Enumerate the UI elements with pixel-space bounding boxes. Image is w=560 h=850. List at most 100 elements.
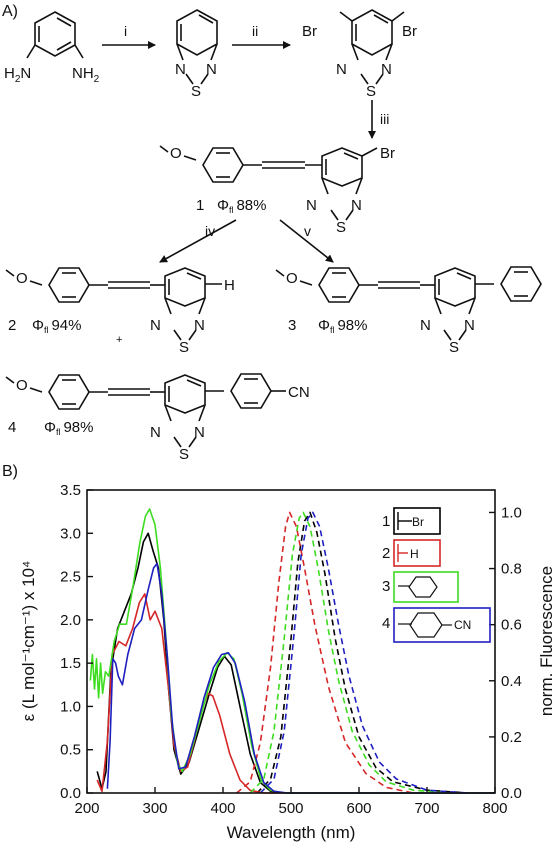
plot-curves xyxy=(89,508,495,794)
svg-text:CN: CN xyxy=(288,384,310,401)
svg-text:CN: CN xyxy=(454,618,471,632)
compound-1-number: 1 xyxy=(196,197,204,214)
fluorescence-line-compound-4 xyxy=(259,511,468,794)
y-tick-label-left: 2.0 xyxy=(60,612,81,629)
x-tick-label: 200 xyxy=(74,800,99,817)
x-tick-label: 300 xyxy=(142,800,167,817)
y-tick-label-left: 1.0 xyxy=(60,698,81,715)
step-label-iv: iv xyxy=(205,223,215,239)
axis-ticks: 200 300 400 500 600 700 8000.00.51.01.52.02.53… xyxy=(60,482,522,817)
fluorescence-line-compound-3 xyxy=(249,511,448,794)
svg-text:S: S xyxy=(449,339,459,356)
y-tick-label-right: 0.4 xyxy=(501,673,522,690)
svg-text:NH2: NH2 xyxy=(72,65,100,85)
absorption-line-compound-2 xyxy=(96,593,495,794)
svg-text:O: O xyxy=(170,145,182,162)
step-label-ii: ii xyxy=(252,23,258,39)
y-tick-label-right: 0.0 xyxy=(501,785,522,802)
svg-text:S: S xyxy=(191,83,201,100)
svg-text:N: N xyxy=(420,317,431,334)
x-tick-label: 600 xyxy=(346,800,371,817)
compound-2-structure: O H N N S 2 Φfl 94% + xyxy=(5,267,235,356)
fluorescence-line-compound-2 xyxy=(236,511,414,794)
spectra-chart: 200 300 400 500 600 700 8000.00.51.01.52.02.53… xyxy=(19,482,556,842)
legend-number-3: 3 xyxy=(382,578,390,595)
legend-number-1: 1 xyxy=(382,513,390,530)
y-tick-label-left: 3.5 xyxy=(60,482,81,499)
svg-text:N: N xyxy=(306,197,317,214)
y-axis-label-right: norm. Fluorescence xyxy=(537,566,556,716)
step-label-i: i xyxy=(124,23,127,39)
absorption-line-compound-3 xyxy=(89,508,495,794)
x-tick-label: 800 xyxy=(482,800,507,817)
y-tick-label-left: 0.0 xyxy=(60,785,81,802)
svg-text:N: N xyxy=(150,424,161,441)
fluorescence-line-compound-1 xyxy=(256,511,468,794)
svg-text:N: N xyxy=(194,317,205,334)
arrow-step-iv xyxy=(159,219,237,263)
synthesis-scheme: A) H2N NH2 i N N S xyxy=(2,3,542,463)
svg-text:N: N xyxy=(336,61,347,78)
svg-text:H: H xyxy=(410,547,419,561)
svg-text:Br: Br xyxy=(302,23,317,40)
arrow-step-v xyxy=(279,219,334,263)
y-axis-label-left: ε (L mol⁻¹cm⁻¹) x 10⁴ xyxy=(19,561,38,722)
svg-text:Br: Br xyxy=(402,23,417,40)
compound-3-structure: O N N S 3 Φfl 98% xyxy=(275,266,542,356)
svg-text:S: S xyxy=(179,446,189,463)
svg-text:N: N xyxy=(194,424,205,441)
svg-text:N: N xyxy=(206,61,217,78)
legend-number-4: 4 xyxy=(382,615,390,632)
svg-text:Br: Br xyxy=(412,515,424,529)
compound-4-number: 4 xyxy=(8,419,16,436)
svg-text:N: N xyxy=(464,317,475,334)
legend-box-3 xyxy=(393,571,459,603)
svg-text:O: O xyxy=(16,270,28,287)
panel-a-label: A) xyxy=(2,3,18,20)
y-tick-label-right: 0.2 xyxy=(501,729,522,746)
y-tick-label-left: 3.0 xyxy=(60,525,81,542)
legend-benzonitrile-icon xyxy=(409,612,443,638)
y-tick-label-right: 1.0 xyxy=(501,504,522,521)
svg-text:N: N xyxy=(150,317,161,334)
svg-text:Br: Br xyxy=(380,145,395,162)
svg-text:H: H xyxy=(224,277,235,294)
compound-2-number: 2 xyxy=(8,317,16,334)
legend-phenyl-icon xyxy=(408,576,438,598)
y-tick-label-left: 0.5 xyxy=(60,742,81,759)
compound-4-structure: O CN N N S 4 Φfl 9 xyxy=(5,373,310,463)
y-tick-label-right: 0.8 xyxy=(501,561,522,578)
svg-text:N: N xyxy=(381,61,392,78)
svg-text:N: N xyxy=(175,61,186,78)
compound-1-structure: O Br N N S 1 Φfl 88% xyxy=(159,145,395,236)
svg-text:N: N xyxy=(351,197,362,214)
compound-3-number: 3 xyxy=(288,317,296,334)
legend-box-2 xyxy=(393,539,441,567)
legend-number-2: 2 xyxy=(382,545,390,562)
o-phenylenediamine: H2N NH2 xyxy=(4,11,100,85)
svg-text:H2N: H2N xyxy=(4,65,31,85)
svg-text:+: + xyxy=(116,334,122,346)
step-label-iii: iii xyxy=(380,111,389,127)
svg-text:S: S xyxy=(366,83,376,100)
legend-box-4 xyxy=(393,607,491,643)
benzothiadiazole: N N S xyxy=(175,9,218,100)
y-tick-label-left: 1.5 xyxy=(60,655,81,672)
x-tick-label: 400 xyxy=(210,800,235,817)
x-tick-label: 500 xyxy=(278,800,303,817)
legend: 1 Br 2 H 3 4 CN xyxy=(382,507,491,643)
absorption-line-compound-4 xyxy=(106,562,495,794)
step-label-v: v xyxy=(304,223,311,239)
svg-text:S: S xyxy=(179,339,189,356)
svg-text:O: O xyxy=(16,377,28,394)
x-tick-label: 700 xyxy=(414,800,439,817)
svg-text:O: O xyxy=(286,270,298,287)
svg-text:S: S xyxy=(336,219,346,236)
panel-b-label: B) xyxy=(2,463,18,480)
x-axis-label: Wavelength (nm) xyxy=(227,823,356,842)
